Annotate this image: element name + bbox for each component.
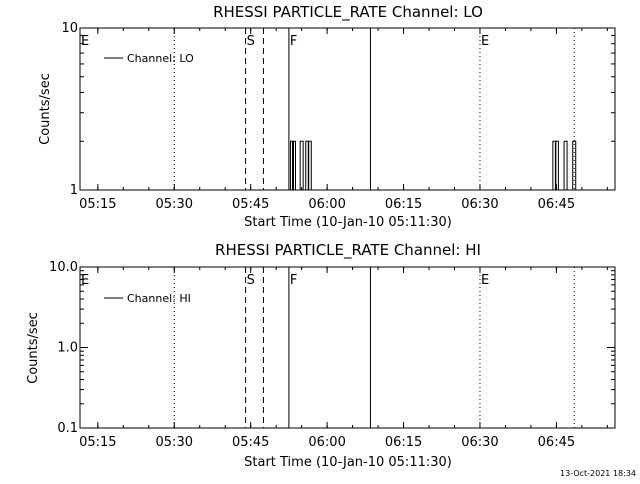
panel-lo-xtick-label: 05:15 [79, 197, 116, 212]
panel-lo-plot-frame [79, 27, 616, 191]
panel-hi-xtick-label: 06:15 [385, 435, 422, 450]
panel-lo-xtick-label: 05:30 [156, 197, 193, 212]
panel-hi-ytick-label: 0.1 [57, 421, 78, 436]
panel-lo-legend-label: Channel: LO [127, 52, 194, 65]
panel-hi-xtick-label: 06:45 [538, 435, 575, 450]
panel-lo-title: RHESSI PARTICLE_RATE Channel: LO [213, 3, 483, 22]
panel-lo-marker-label: E [81, 34, 89, 49]
panel-hi-marker-label: E [81, 273, 89, 288]
panel-lo-data-spike [307, 140, 312, 190]
panel-lo-xtick-label: 06:45 [538, 197, 575, 212]
panel-lo-data-spike [289, 140, 294, 190]
panel-lo: RHESSI PARTICLE_RATE Channel: LO Start T… [38, 3, 616, 230]
panel-hi-xtick-label: 05:45 [232, 435, 269, 450]
panel-lo-ylabel: Counts/sec [38, 73, 53, 145]
panel-lo-xtick-label: 06:00 [308, 197, 345, 212]
panel-hi-xtick-label: 06:30 [461, 435, 498, 450]
panel-hi-xlabel: Start Time (10-Jan-10 05:11:30) [244, 455, 452, 470]
panel-lo-ytick-label: 1 [70, 183, 78, 198]
panel-lo-data-spike [554, 140, 559, 190]
panel-lo-xtick-label: 06:30 [461, 197, 498, 212]
panel-hi-ytick-label: 10.0 [49, 260, 78, 275]
panel-hi-xtick-label: 05:15 [79, 435, 116, 450]
panel-lo-marker-label: E [481, 34, 489, 49]
panel-lo-xlabel: Start Time (10-Jan-10 05:11:30) [244, 215, 452, 230]
panel-hi-xtick-label: 05:30 [156, 435, 193, 450]
panel-lo-ytick-label: 10 [61, 21, 78, 36]
panel-lo-data-spike [572, 140, 577, 190]
panel-lo-xtick-label: 06:15 [385, 197, 422, 212]
panel-lo-marker-label: F [290, 34, 297, 49]
footer-timestamp: 13-Oct-2021 18:34 [560, 469, 636, 478]
panel-hi: RHESSI PARTICLE_RATE Channel: HI Start T… [26, 241, 616, 470]
panel-lo-xtick-label: 05:45 [232, 197, 269, 212]
panel-hi-title: RHESSI PARTICLE_RATE Channel: HI [215, 241, 481, 260]
panel-hi-ylabel: Counts/sec [26, 312, 41, 384]
panel-hi-legend-label: Channel: HI [127, 292, 191, 305]
panel-hi-xtick-label: 06:00 [308, 435, 345, 450]
panel-lo-data-spike [292, 140, 296, 190]
panel-hi-marker-label: S [247, 273, 255, 288]
panel-hi-marker-label: F [290, 273, 297, 288]
panel-hi-ytick-label: 1.0 [57, 341, 78, 356]
panel-lo-data-spike [299, 140, 304, 190]
panel-lo-marker-label: S [247, 34, 255, 49]
panel-lo-data-spike [563, 140, 568, 190]
panel-hi-marker-label: E [481, 273, 489, 288]
